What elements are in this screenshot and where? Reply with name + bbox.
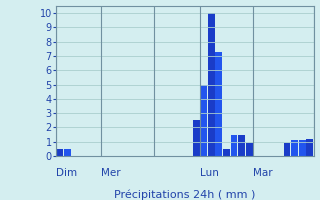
Text: Mer: Mer xyxy=(101,168,121,178)
Bar xyxy=(284,143,291,156)
Bar xyxy=(56,149,63,156)
Bar xyxy=(307,139,313,156)
Bar xyxy=(208,13,215,156)
Bar xyxy=(64,149,71,156)
Bar xyxy=(231,135,237,156)
Bar xyxy=(200,85,207,156)
Bar xyxy=(291,140,298,156)
Text: Mar: Mar xyxy=(253,168,273,178)
Bar xyxy=(238,135,245,156)
Bar xyxy=(246,143,252,156)
Bar xyxy=(193,120,200,156)
Text: Précipitations 24h ( mm ): Précipitations 24h ( mm ) xyxy=(114,189,255,200)
Bar xyxy=(223,149,230,156)
Text: Lun: Lun xyxy=(200,168,219,178)
Bar xyxy=(215,52,222,156)
Bar xyxy=(299,140,306,156)
Text: Dim: Dim xyxy=(56,168,77,178)
